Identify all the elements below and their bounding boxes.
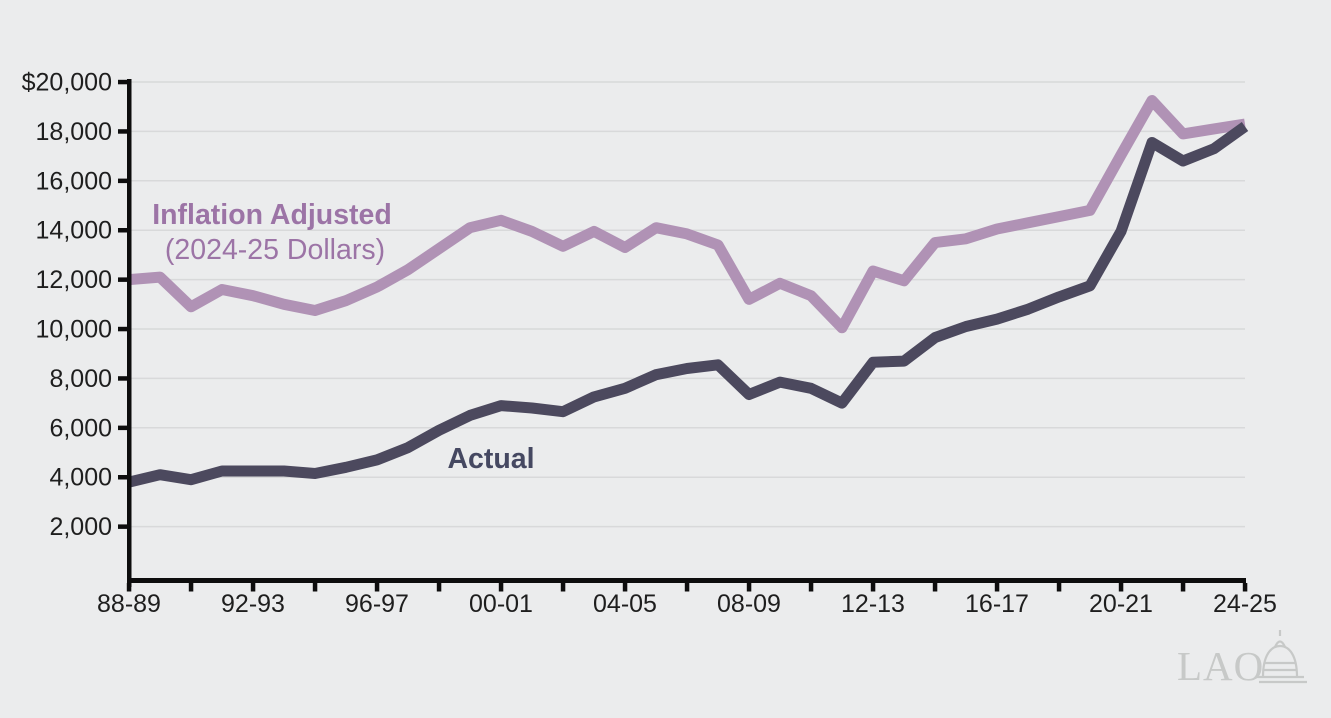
- x-axis-tick-label: 88-89: [97, 590, 161, 618]
- y-axis-tick-label: $20,000: [22, 69, 112, 97]
- y-axis-tick-label: 10,000: [36, 316, 112, 344]
- x-axis-tick-label: 92-93: [221, 590, 285, 618]
- axes: [127, 79, 1246, 587]
- y-axis-tick-label: 18,000: [36, 118, 112, 146]
- x-axis-tick-label: 00-01: [469, 590, 533, 618]
- series-line-inflation-adjusted: [128, 95, 1246, 334]
- y-axis-tick-label: 8,000: [49, 365, 112, 393]
- x-axis-tick-label: 04-05: [593, 590, 657, 618]
- y-axis-tick-label: 12,000: [36, 266, 112, 294]
- axis-tick-labels: $20,000 18,000 16,000 14,000 12,000 10,000 8,0…: [22, 69, 1277, 619]
- data-series: [127, 95, 1249, 488]
- capitol-dome-icon: [1256, 630, 1307, 684]
- x-axis-tick-label: 96-97: [345, 590, 409, 618]
- lao-logo-text: LAO: [1177, 643, 1264, 689]
- y-axis-tick-label: 16,000: [36, 167, 112, 195]
- series-label-inflation-adjusted: Inflation Adjusted: [152, 199, 392, 231]
- x-axis-tick-label: 20-21: [1089, 590, 1153, 618]
- y-axis-tick-label: 6,000: [49, 414, 112, 442]
- axis-ticks: [118, 79, 1248, 592]
- x-axis-tick-label: 16-17: [965, 590, 1029, 618]
- series-label-inflation-units: (2024-25 Dollars): [165, 234, 385, 266]
- series-line-actual: [127, 122, 1249, 488]
- y-axis-tick-label: 14,000: [36, 217, 112, 245]
- y-axis-tick-label: 2,000: [49, 513, 112, 541]
- y-axis-tick-label: 4,000: [49, 464, 112, 492]
- x-axis-tick-label: 24-25: [1213, 590, 1277, 618]
- series-label-actual: Actual: [447, 443, 534, 475]
- gridlines: [131, 81, 1245, 528]
- x-axis-tick-label: 12-13: [841, 590, 905, 618]
- x-axis-tick-label: 08-09: [717, 590, 781, 618]
